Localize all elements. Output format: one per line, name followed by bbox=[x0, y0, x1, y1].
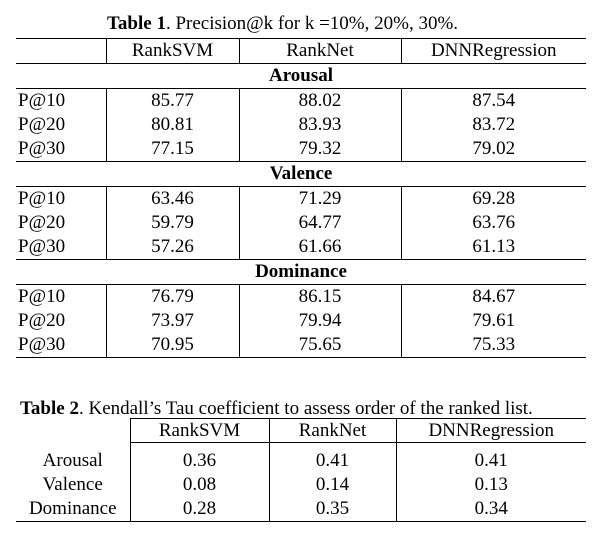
cell: 59.79 bbox=[106, 211, 240, 235]
table-row: P@10 63.46 71.29 69.28 bbox=[16, 186, 586, 211]
table1-section-header: Valence bbox=[16, 161, 586, 187]
cell: 57.26 bbox=[106, 235, 240, 260]
cell: 0.35 bbox=[269, 497, 397, 522]
table1-col-header: DNNRegression bbox=[401, 38, 586, 64]
cell: 79.02 bbox=[401, 137, 586, 162]
table1-caption-label: Table 1 bbox=[107, 13, 166, 34]
row-label: P@30 bbox=[16, 333, 107, 358]
table-row: P@10 76.79 86.15 84.67 bbox=[16, 284, 586, 309]
table1-header-row: RankSVM RankNet DNNRegression bbox=[16, 38, 586, 64]
row-label: Arousal bbox=[16, 449, 131, 473]
section-title: Valence bbox=[16, 161, 586, 187]
section-title: Arousal bbox=[16, 63, 586, 89]
cell: 0.28 bbox=[130, 497, 270, 522]
cell: 64.77 bbox=[239, 211, 402, 235]
table-row: P@30 77.15 79.32 79.02 bbox=[16, 137, 586, 162]
table1-caption-text: . Precision@k for k =10%, 20%, 30%. bbox=[165, 13, 459, 34]
table-row: P@20 80.81 83.93 83.72 bbox=[16, 113, 586, 137]
cell: 86.15 bbox=[239, 284, 402, 309]
cell: 77.15 bbox=[106, 137, 240, 162]
row-label: Dominance bbox=[16, 497, 131, 522]
cell: 88.02 bbox=[239, 88, 402, 113]
table2: RankSVM RankNet DNNRegression Arousal 0.… bbox=[16, 418, 586, 522]
table-row: P@30 57.26 61.66 61.13 bbox=[16, 235, 586, 260]
cell: 70.95 bbox=[106, 333, 240, 358]
table2-caption-label: Table 2 bbox=[20, 398, 79, 419]
cell: 80.81 bbox=[106, 113, 240, 137]
table2-header-row: RankSVM RankNet DNNRegression bbox=[16, 418, 586, 443]
row-label: P@30 bbox=[16, 235, 107, 260]
table2-col-header: RankSVM bbox=[130, 418, 270, 443]
cell: 87.54 bbox=[472, 90, 516, 111]
cell: 61.66 bbox=[239, 235, 402, 260]
table1-section-header: Dominance bbox=[16, 259, 586, 285]
table2-caption: Table 2. Kendall’s Tau coefficient to as… bbox=[20, 399, 533, 419]
table-row: Arousal 0.36 0.41 0.41 bbox=[16, 449, 586, 473]
table-row: P@10 85.77 88.02 87.54 bbox=[16, 88, 586, 113]
cell: 0.34 bbox=[396, 497, 586, 522]
cell: 61.13 bbox=[401, 235, 586, 260]
row-label: P@30 bbox=[16, 137, 107, 162]
row-label: P@20 bbox=[16, 211, 107, 235]
table2-spacer-row bbox=[16, 442, 586, 449]
table1-caption: Table 1. Precision@k for k =10%, 20%, 30… bbox=[107, 14, 458, 34]
cell: 0.41 bbox=[269, 449, 397, 473]
section-title: Dominance bbox=[16, 259, 586, 285]
cell: 69.28 bbox=[472, 188, 516, 209]
table2-header-corner bbox=[16, 418, 131, 443]
table2-col-header: RankNet bbox=[269, 418, 397, 443]
cell: 83.93 bbox=[239, 113, 402, 137]
table1-col-header: RankNet bbox=[239, 38, 402, 64]
row-label: P@10 bbox=[16, 88, 107, 113]
cell: 73.97 bbox=[106, 309, 240, 333]
cell: 0.13 bbox=[474, 474, 508, 495]
cell: 79.61 bbox=[472, 310, 516, 331]
cell: 85.77 bbox=[106, 88, 240, 113]
table2-caption-text: . Kendall’s Tau coefficient to assess or… bbox=[78, 398, 533, 419]
table1-header-corner bbox=[16, 38, 107, 64]
cell: 83.72 bbox=[472, 114, 516, 135]
cell: 63.46 bbox=[106, 186, 240, 211]
cell: 0.08 bbox=[130, 473, 270, 497]
cell: 76.79 bbox=[106, 284, 240, 309]
cell: 75.33 bbox=[401, 333, 586, 358]
table1-section-header: Arousal bbox=[16, 63, 586, 89]
cell: 79.32 bbox=[239, 137, 402, 162]
cell: 0.36 bbox=[130, 449, 270, 473]
row-label: P@10 bbox=[16, 284, 107, 309]
table-row: P@20 59.79 64.77 63.76 bbox=[16, 211, 586, 235]
row-label: P@20 bbox=[16, 113, 107, 137]
row-label: P@20 bbox=[16, 309, 107, 333]
table-row: Dominance 0.28 0.35 0.34 bbox=[16, 497, 586, 522]
table-row: Valence 0.08 0.14 0.13 bbox=[16, 473, 586, 497]
table-row: P@30 70.95 75.65 75.33 bbox=[16, 333, 586, 358]
cell: 63.76 bbox=[472, 212, 516, 233]
table1-col-header: RankSVM bbox=[106, 38, 240, 64]
cell: 71.29 bbox=[239, 186, 402, 211]
table1: RankSVM RankNet DNNRegression Arousal P@… bbox=[16, 38, 586, 358]
row-label: P@10 bbox=[16, 186, 107, 211]
table-row: P@20 73.97 79.94 79.61 bbox=[16, 309, 586, 333]
cell: 79.94 bbox=[239, 309, 402, 333]
cell: 84.67 bbox=[472, 286, 516, 307]
cell: 75.65 bbox=[239, 333, 402, 358]
row-label: Valence bbox=[16, 473, 131, 497]
cell: 0.41 bbox=[474, 450, 508, 471]
cell: 0.14 bbox=[269, 473, 397, 497]
table2-col-header: DNNRegression bbox=[396, 418, 586, 443]
